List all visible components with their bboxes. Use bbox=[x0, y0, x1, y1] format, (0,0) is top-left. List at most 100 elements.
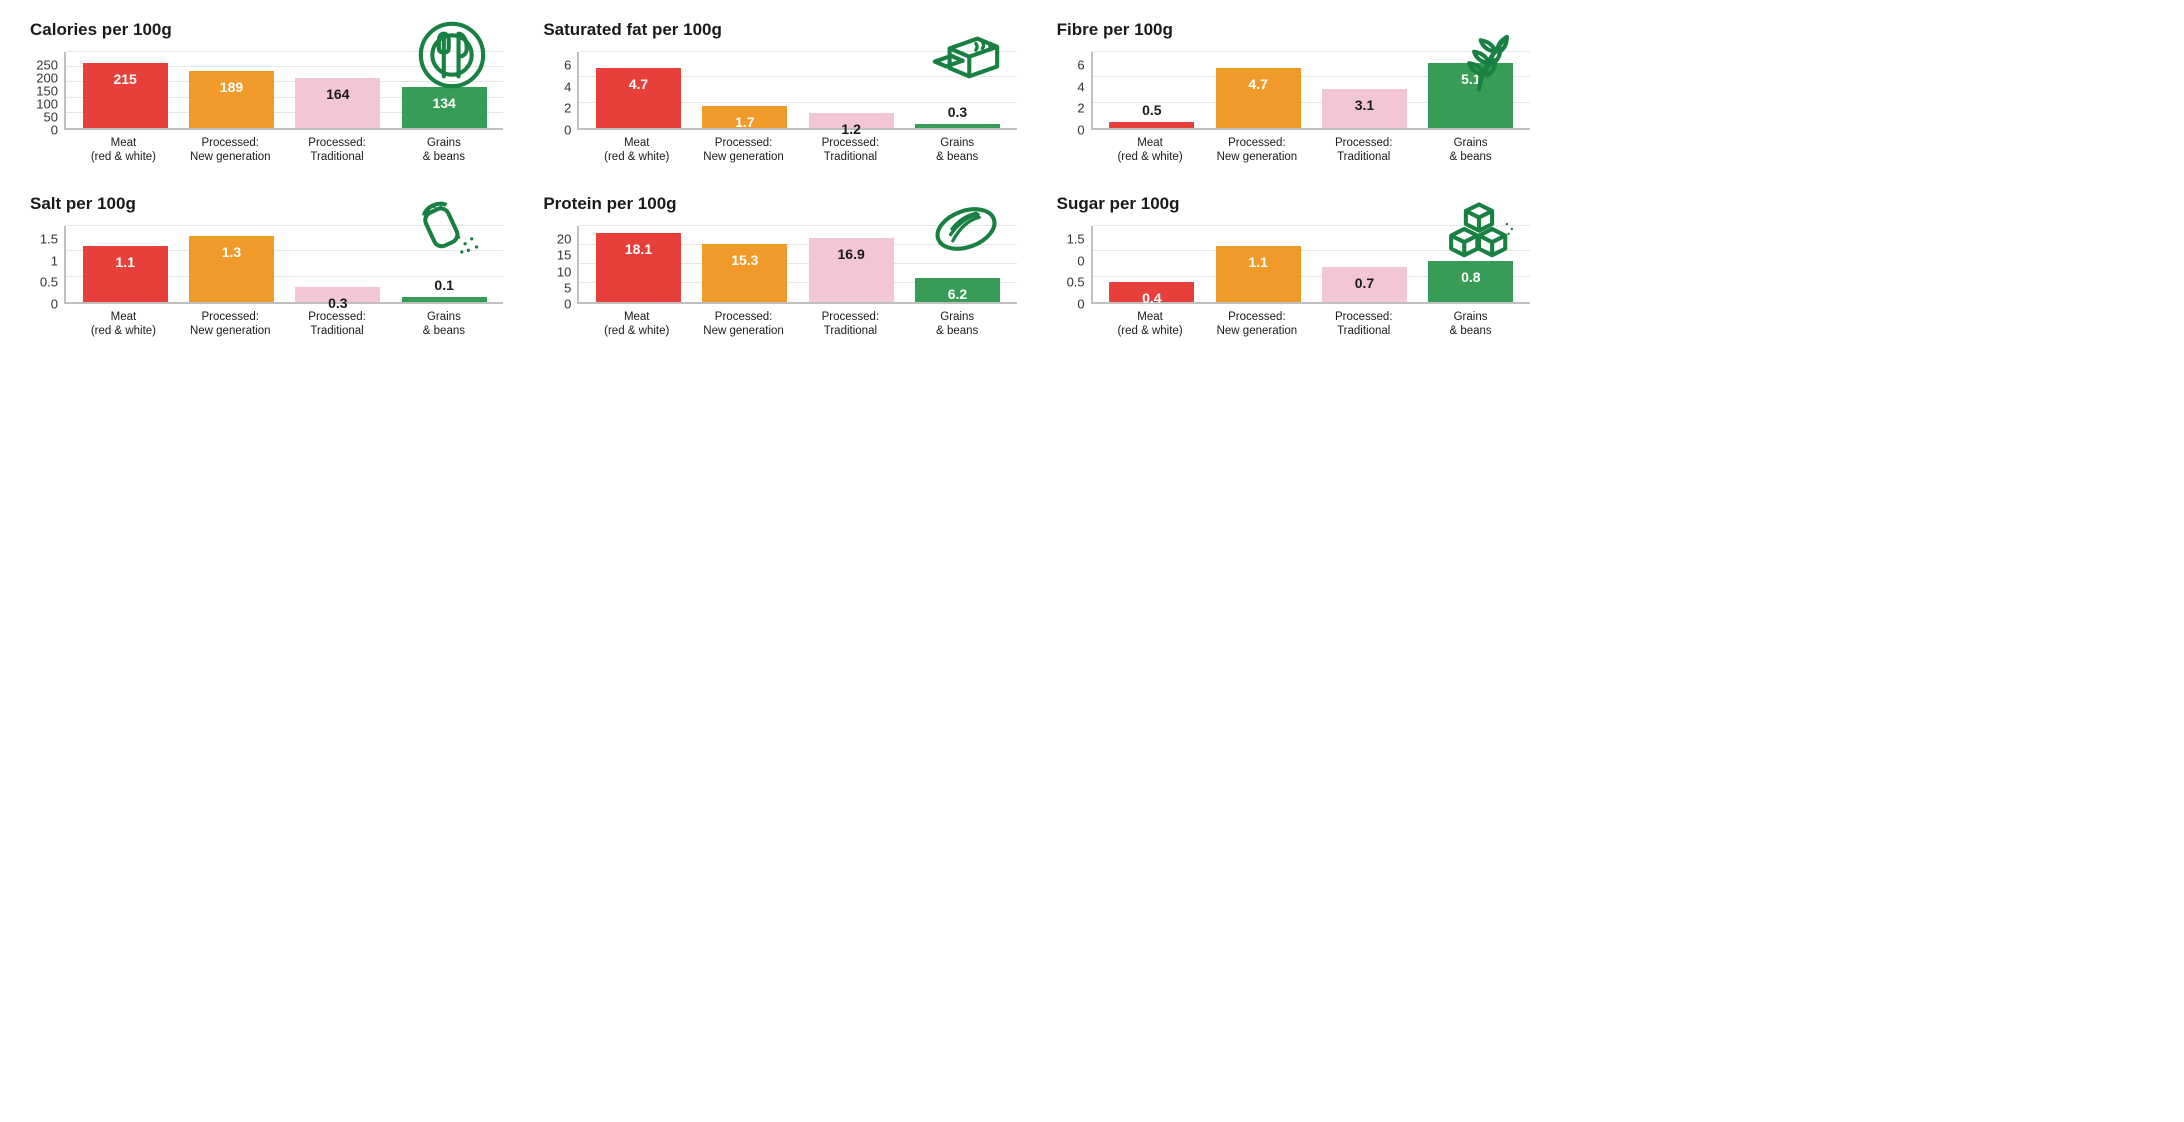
bar-grains: 0.1 bbox=[402, 297, 487, 302]
y-tick-label: 0 bbox=[1077, 297, 1084, 310]
x-label-grains: Grains& beans bbox=[910, 136, 1004, 164]
bar-meat: 18.1 bbox=[596, 233, 681, 302]
bar-value-label: 6.2 bbox=[948, 286, 967, 302]
bar-value-label: 215 bbox=[113, 71, 136, 87]
bar-trad: 164 bbox=[295, 78, 380, 128]
x-label-grains: Grains& beans bbox=[1424, 310, 1518, 338]
x-label-newgen: Processed:New generation bbox=[183, 310, 277, 338]
y-tick-label: 0 bbox=[564, 123, 571, 136]
y-tick-label: 200 bbox=[36, 72, 58, 85]
x-label-trad: Processed:Traditional bbox=[290, 136, 384, 164]
bar-chart: 050100150200250215189164134Meat(red & wh… bbox=[30, 52, 503, 164]
chart-title: Calories per 100g bbox=[30, 20, 503, 40]
bar-grains: 0.8 bbox=[1428, 261, 1513, 302]
bar-value-label: 18.1 bbox=[625, 241, 652, 257]
bar-value-label: 164 bbox=[326, 86, 349, 102]
y-tick-label: 150 bbox=[36, 85, 58, 98]
bar-value-label: 5.1 bbox=[1461, 71, 1480, 87]
bar-value-label: 0.3 bbox=[328, 295, 347, 311]
plot-area: 4.71.71.20.3 bbox=[577, 52, 1016, 130]
plot-area: 215189164134 bbox=[64, 52, 503, 130]
y-axis: 050100150200250 bbox=[30, 52, 64, 164]
y-tick-label: 0 bbox=[51, 124, 58, 137]
bar-meat: 1.1 bbox=[83, 246, 168, 302]
bar-value-label: 134 bbox=[432, 95, 455, 111]
x-label-meat: Meat(red & white) bbox=[1103, 136, 1197, 164]
plot-area: 0.41.10.70.8 bbox=[1091, 226, 1530, 304]
chart-title: Fibre per 100g bbox=[1057, 20, 1530, 40]
y-tick-label: 100 bbox=[36, 98, 58, 111]
charts-grid: Calories per 100g05010015020025021518916… bbox=[30, 20, 1530, 338]
bar-value-label: 1.1 bbox=[115, 254, 134, 270]
x-label-grains: Grains& beans bbox=[397, 136, 491, 164]
x-label-meat: Meat(red & white) bbox=[590, 136, 684, 164]
chart-title: Sugar per 100g bbox=[1057, 194, 1530, 214]
chart-panel: Fibre per 100g02460.54.73.15.1Meat(red &… bbox=[1057, 20, 1530, 164]
bar-value-label: 4.7 bbox=[1248, 76, 1267, 92]
x-label-trad: Processed:Traditional bbox=[290, 310, 384, 338]
y-tick-label: 15 bbox=[557, 249, 571, 262]
x-label-newgen: Processed:New generation bbox=[697, 136, 791, 164]
chart-panel: Calories per 100g05010015020025021518916… bbox=[30, 20, 503, 164]
bar-chart: 00.501.50.41.10.70.8Meat(red & white)Pro… bbox=[1057, 226, 1530, 338]
x-label-newgen: Processed:New generation bbox=[697, 310, 791, 338]
chart-panel: Salt per 100g00.511.51.11.30.30.1Meat(re… bbox=[30, 194, 503, 338]
bar-value-label: 0.5 bbox=[1142, 102, 1161, 118]
chart-panel: Protein per 100g0510152018.115.316.96.2M… bbox=[543, 194, 1016, 338]
bar-value-label: 0.4 bbox=[1142, 290, 1161, 306]
bar-meat: 0.5 bbox=[1109, 122, 1194, 128]
x-axis: Meat(red & white) Processed:New generatio… bbox=[1091, 130, 1530, 164]
bar-value-label: 4.7 bbox=[629, 76, 648, 92]
x-label-trad: Processed:Traditional bbox=[803, 310, 897, 338]
x-label-meat: Meat(red & white) bbox=[76, 136, 170, 164]
bar-grains: 5.1 bbox=[1428, 63, 1513, 128]
x-label-grains: Grains& beans bbox=[397, 310, 491, 338]
bar-trad: 16.9 bbox=[809, 238, 894, 302]
bar-value-label: 0.3 bbox=[948, 104, 967, 120]
y-tick-label: 20 bbox=[557, 233, 571, 246]
x-axis: Meat(red & white) Processed:New generatio… bbox=[64, 130, 503, 164]
y-axis: 05101520 bbox=[543, 226, 577, 338]
bar-chart: 02464.71.71.20.3Meat(red & white)Process… bbox=[543, 52, 1016, 164]
bar-value-label: 1.3 bbox=[222, 244, 241, 260]
bar-value-label: 1.7 bbox=[735, 114, 754, 130]
y-tick-label: 0.5 bbox=[1067, 276, 1085, 289]
y-tick-label: 6 bbox=[1077, 59, 1084, 72]
y-tick-label: 4 bbox=[1077, 80, 1084, 93]
bar-value-label: 0.8 bbox=[1461, 269, 1480, 285]
bar-value-label: 16.9 bbox=[838, 246, 865, 262]
bar-meat: 0.4 bbox=[1109, 282, 1194, 302]
chart-title: Protein per 100g bbox=[543, 194, 1016, 214]
y-tick-label: 0 bbox=[1077, 254, 1084, 267]
x-label-trad: Processed:Traditional bbox=[1317, 136, 1411, 164]
bar-chart: 02460.54.73.15.1Meat(red & white)Process… bbox=[1057, 52, 1530, 164]
bar-trad: 0.7 bbox=[1322, 267, 1407, 302]
chart-panel: Sugar per 100g00.501.50.41.10.70.8Meat(r… bbox=[1057, 194, 1530, 338]
y-tick-label: 0 bbox=[564, 298, 571, 311]
x-label-newgen: Processed:New generation bbox=[183, 136, 277, 164]
y-tick-label: 5 bbox=[564, 281, 571, 294]
bar-newgen: 15.3 bbox=[702, 244, 787, 302]
y-tick-label: 0 bbox=[51, 297, 58, 310]
y-axis: 0246 bbox=[1057, 52, 1091, 164]
y-tick-label: 1.5 bbox=[1067, 233, 1085, 246]
bar-value-label: 15.3 bbox=[731, 252, 758, 268]
bar-grains: 0.3 bbox=[915, 124, 1000, 128]
x-label-meat: Meat(red & white) bbox=[76, 310, 170, 338]
chart-title: Salt per 100g bbox=[30, 194, 503, 214]
x-label-newgen: Processed:New generation bbox=[1210, 136, 1304, 164]
y-tick-label: 0 bbox=[1077, 123, 1084, 136]
y-axis: 00.511.5 bbox=[30, 226, 64, 338]
y-tick-label: 0.5 bbox=[40, 276, 58, 289]
x-label-meat: Meat(red & white) bbox=[1103, 310, 1197, 338]
y-tick-label: 1.5 bbox=[40, 233, 58, 246]
bar-trad: 0.3 bbox=[295, 287, 380, 302]
x-axis: Meat(red & white) Processed:New generatio… bbox=[64, 304, 503, 338]
bar-value-label: 3.1 bbox=[1355, 97, 1374, 113]
bar-value-label: 0.7 bbox=[1355, 275, 1374, 291]
x-label-grains: Grains& beans bbox=[1424, 136, 1518, 164]
y-tick-label: 2 bbox=[564, 102, 571, 115]
y-axis: 0246 bbox=[543, 52, 577, 164]
bar-grains: 134 bbox=[402, 87, 487, 128]
bar-trad: 3.1 bbox=[1322, 89, 1407, 128]
